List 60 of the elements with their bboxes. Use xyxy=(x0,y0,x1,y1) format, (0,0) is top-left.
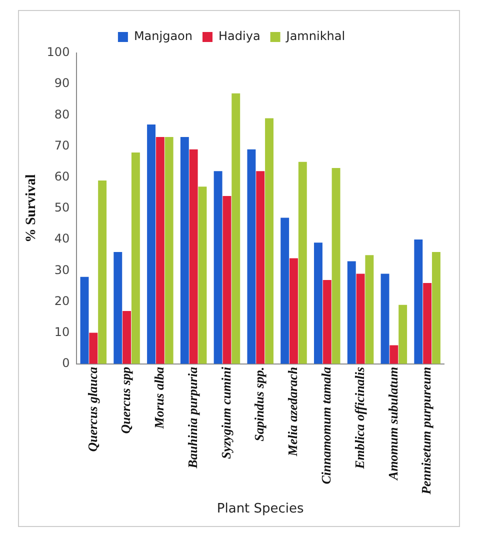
bar xyxy=(432,252,440,364)
bar xyxy=(80,276,89,364)
x-tick-label: Emblica officinalis xyxy=(352,366,367,470)
y-tick-label: 50 xyxy=(54,200,70,215)
y-tick-label: 90 xyxy=(54,76,70,90)
bar xyxy=(356,274,365,364)
y-tick-label: 10 xyxy=(54,324,70,339)
bar xyxy=(122,311,132,364)
x-axis-title: Plant Species xyxy=(216,502,304,517)
bar xyxy=(347,261,356,364)
bar xyxy=(98,180,107,364)
x-tick-label: Quercus glauca xyxy=(84,366,100,452)
bar xyxy=(332,168,340,364)
x-tick-label: Morus alba xyxy=(152,366,167,430)
bar xyxy=(156,136,164,364)
bar xyxy=(298,162,307,364)
bar xyxy=(180,136,189,364)
y-tick-label: 100 xyxy=(46,45,70,60)
x-tick-label: Bauhinia purpuria xyxy=(184,366,200,470)
legend-label: Jamnikhal xyxy=(285,29,346,44)
y-tick-label: 70 xyxy=(54,138,70,152)
legend-label: Hadiya xyxy=(218,29,260,44)
bar xyxy=(89,332,98,364)
y-tick-label: 60 xyxy=(54,169,70,184)
x-tick-label: Syzygium cumini xyxy=(218,366,234,460)
bar xyxy=(423,283,432,364)
y-axis-title: % Survival xyxy=(24,174,40,242)
bar xyxy=(390,345,398,364)
bar xyxy=(114,252,122,364)
bar xyxy=(290,258,298,364)
y-tick-label: 20 xyxy=(54,294,70,308)
bar xyxy=(280,218,290,364)
bar xyxy=(198,186,207,364)
legend-label: Manjgaon xyxy=(134,29,193,44)
x-tick-label: Pennisetum purpureum xyxy=(418,366,434,494)
x-tick-label: Melia azedarach xyxy=(285,366,300,458)
x-tick-label: Quercus spp xyxy=(118,366,134,434)
y-tick-label: 80 xyxy=(54,107,70,122)
x-tick-label: Amomum subulatum xyxy=(385,366,400,481)
bar xyxy=(247,149,256,364)
bar xyxy=(414,240,423,364)
bar xyxy=(214,171,222,364)
bar xyxy=(398,304,408,364)
x-tick-label: Sapindus spp. xyxy=(252,366,267,442)
x-tick-label: Cinnamomum tamala xyxy=(318,366,334,484)
y-tick-label: 30 xyxy=(54,262,70,277)
bar xyxy=(314,242,322,364)
bar xyxy=(365,255,374,364)
y-tick-label: 0 xyxy=(62,356,70,370)
y-tick-label: 40 xyxy=(54,232,70,246)
bar xyxy=(164,136,174,364)
bar xyxy=(380,274,390,364)
bar xyxy=(147,124,156,364)
bar xyxy=(232,93,240,364)
bar xyxy=(265,118,274,364)
bar xyxy=(322,280,332,364)
bar xyxy=(189,149,198,364)
bar xyxy=(222,196,232,364)
bar xyxy=(256,171,265,364)
bar xyxy=(131,152,140,364)
